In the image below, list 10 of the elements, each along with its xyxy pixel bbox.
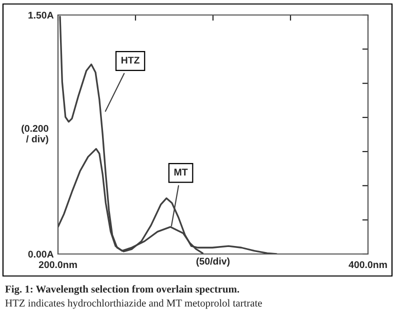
annotation: MT (174, 168, 188, 176)
x-axis-title: (50/div) (196, 258, 230, 267)
x-tick-label: 400.0nm (348, 261, 387, 268)
text: HTZ indicates hydrochlorthiazide and MT metoprolol tartrate (5, 299, 262, 309)
x-tick-label: 200.0nm (38, 261, 77, 268)
y-tick-label: 1.50A (28, 12, 54, 19)
annotation: HTZ (122, 56, 140, 64)
caption: Fig. 1: Wavelength selection from overlain spectrum. (5, 285, 240, 295)
y-axis-title: (0.200 / div) (22, 124, 48, 144)
y-tick-label: 0.00A (28, 250, 54, 258)
